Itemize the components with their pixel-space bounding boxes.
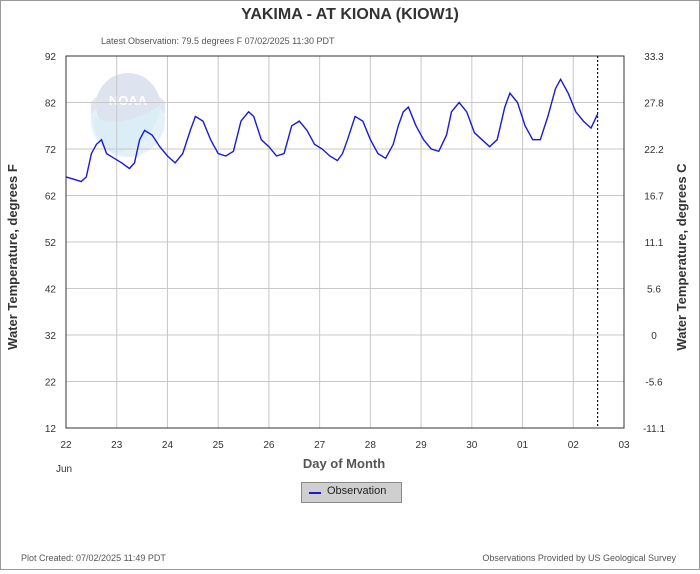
x-axis-label: Day of Month <box>303 456 385 471</box>
x-month-label: Jun <box>56 464 72 475</box>
y-tick-label-left: 92 <box>45 52 57 63</box>
data-provider-text: Observations Provided by US Geological S… <box>482 553 676 563</box>
y-tick-label-right: 33.3 <box>644 52 664 63</box>
y-tick-label-right: 5.6 <box>647 285 661 296</box>
y-tick-label-right: 11.1 <box>645 238 664 249</box>
plot-grid <box>65 55 625 429</box>
legend-swatch <box>309 492 321 494</box>
x-tick-label: 26 <box>263 440 275 451</box>
legend-label: Observation <box>327 485 387 497</box>
y-tick-label-left: 22 <box>45 378 57 389</box>
x-tick-label: 25 <box>213 440 225 451</box>
y-axis-left: 12 22 32 42 52 62 72 82 92 <box>45 52 57 435</box>
y-axis-label-left: Water Temperature, degrees F <box>5 164 20 350</box>
plot-area <box>65 55 625 429</box>
y-axis-label-right: Water Temperature, degrees C <box>674 163 689 351</box>
x-tick-label: 24 <box>162 440 174 451</box>
noaa-logo: NOAA <box>91 73 165 157</box>
y-tick-label-right: 0 <box>651 331 657 342</box>
legend: Observation <box>301 482 402 503</box>
series-line-observation <box>65 77 599 183</box>
y-tick-label-left: 12 <box>45 424 57 435</box>
y-tick-label-left: 62 <box>45 192 57 203</box>
x-tick-label: 03 <box>618 440 630 451</box>
y-axis-right: -11.1 -5.6 0 5.6 11.1 16.7 22.2 27.8 33.3 <box>643 52 665 435</box>
y-tick-label-left: 52 <box>45 238 57 249</box>
x-tick-label: 23 <box>111 440 123 451</box>
x-tick-label: 02 <box>568 440 580 451</box>
x-axis: 22 23 24 25 26 27 28 29 30 01 02 03 <box>60 440 630 451</box>
latest-observation-text: Latest Observation: 79.5 degrees F 07/02… <box>101 36 335 46</box>
plot-created-text: Plot Created: 07/02/2025 11:49 PDT <box>21 553 166 563</box>
y-tick-label-left: 42 <box>45 285 57 296</box>
y-tick-label-left: 72 <box>45 145 57 156</box>
x-tick-label: 29 <box>416 440 428 451</box>
y-tick-label-left: 82 <box>45 99 57 110</box>
x-tick-label: 28 <box>365 440 377 451</box>
x-tick-label: 01 <box>517 440 529 451</box>
y-tick-label-right: 22.2 <box>644 145 664 156</box>
chart-title: YAKIMA - AT KIONA (KIOW1) <box>241 6 459 23</box>
x-tick-label: 22 <box>60 440 72 451</box>
y-tick-label-right: 27.8 <box>644 99 664 110</box>
y-tick-label-left: 32 <box>45 331 57 342</box>
x-tick-label: 30 <box>466 440 478 451</box>
noaa-logo-text: NOAA <box>109 93 148 108</box>
y-tick-label-right: -11.1 <box>643 424 665 435</box>
y-tick-label-right: 16.7 <box>644 192 664 203</box>
y-tick-label-right: -5.6 <box>645 378 663 389</box>
x-tick-label: 27 <box>314 440 326 451</box>
